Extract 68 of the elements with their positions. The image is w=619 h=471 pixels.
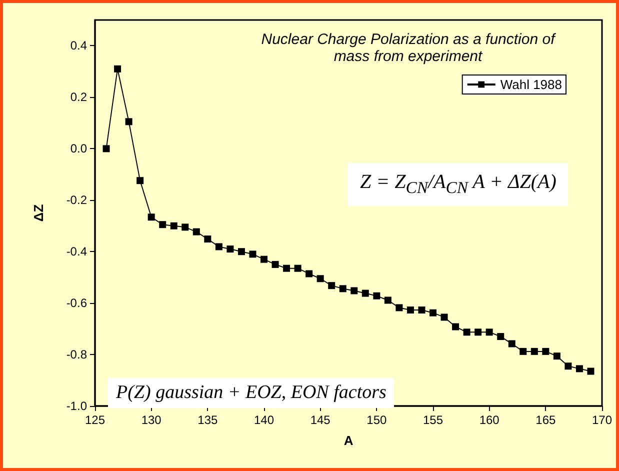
y-axis-title: ΔZ bbox=[31, 204, 46, 222]
point bbox=[396, 304, 403, 312]
x-tick-label: 165 bbox=[536, 413, 556, 427]
point bbox=[576, 365, 583, 372]
point bbox=[260, 256, 268, 263]
point bbox=[272, 260, 279, 268]
point bbox=[553, 352, 560, 360]
point bbox=[125, 118, 132, 126]
point bbox=[148, 214, 155, 221]
point bbox=[530, 348, 538, 355]
annotation: Z = Z$_{CN}$/A$_{CN}$ A + ΔZ(A) bbox=[348, 163, 568, 206]
x-tick-label: 125 bbox=[84, 413, 106, 427]
x-tick-label: 155 bbox=[422, 413, 444, 427]
point bbox=[474, 328, 482, 336]
point bbox=[384, 296, 392, 304]
point bbox=[339, 285, 346, 292]
point bbox=[204, 235, 212, 242]
y-tick-label: -0.6 bbox=[66, 296, 88, 310]
point bbox=[542, 348, 550, 355]
y-tick-label: 0.2 bbox=[70, 90, 88, 104]
point bbox=[192, 228, 200, 236]
point bbox=[520, 348, 527, 355]
point bbox=[508, 340, 516, 348]
point bbox=[497, 333, 504, 340]
point bbox=[362, 290, 369, 297]
point bbox=[430, 309, 436, 316]
point bbox=[136, 177, 144, 184]
point bbox=[226, 246, 234, 253]
x-tick-label: 145 bbox=[310, 413, 331, 427]
point bbox=[159, 221, 166, 228]
point bbox=[249, 250, 256, 258]
y-tick-label: 0.0 bbox=[70, 142, 88, 156]
point bbox=[306, 270, 313, 278]
y-tick-label: -0.4 bbox=[66, 244, 88, 259]
point bbox=[564, 362, 572, 370]
x-tick-label: 135 bbox=[198, 413, 218, 427]
point bbox=[114, 65, 122, 72]
x-tick-label: 140 bbox=[254, 413, 274, 427]
text: Nuclear Charge Polarization as a function of mass from experiment bbox=[260, 31, 557, 65]
y-tick-label: 0.4 bbox=[70, 38, 88, 53]
point bbox=[350, 287, 358, 294]
point bbox=[486, 328, 493, 336]
point bbox=[452, 323, 460, 330]
x-tick-label: 170 bbox=[592, 413, 612, 427]
legend-label: Wahl 1988 bbox=[500, 77, 562, 92]
point bbox=[418, 306, 426, 314]
point bbox=[102, 145, 110, 152]
point bbox=[440, 314, 448, 321]
point bbox=[294, 264, 302, 272]
point bbox=[463, 328, 470, 336]
annotation: P(Z) gaussian + EOZ, EON factors bbox=[108, 378, 394, 408]
point bbox=[215, 243, 222, 250]
point bbox=[373, 292, 380, 300]
point bbox=[238, 248, 245, 256]
x-tick-label: 150 bbox=[366, 413, 387, 427]
point bbox=[316, 275, 324, 282]
x-axis-title: A bbox=[344, 433, 354, 448]
y-tick-label: -0.8 bbox=[66, 348, 88, 362]
y-tick-label: -0.2 bbox=[66, 193, 88, 208]
point bbox=[182, 224, 189, 231]
x-tick-label: 130 bbox=[141, 413, 162, 427]
x-tick-label: 160 bbox=[479, 413, 500, 427]
point bbox=[328, 282, 336, 290]
point bbox=[406, 306, 414, 314]
point bbox=[283, 264, 290, 272]
point bbox=[170, 222, 178, 230]
y-tick-label: -1.0 bbox=[66, 399, 88, 413]
point bbox=[587, 368, 594, 375]
